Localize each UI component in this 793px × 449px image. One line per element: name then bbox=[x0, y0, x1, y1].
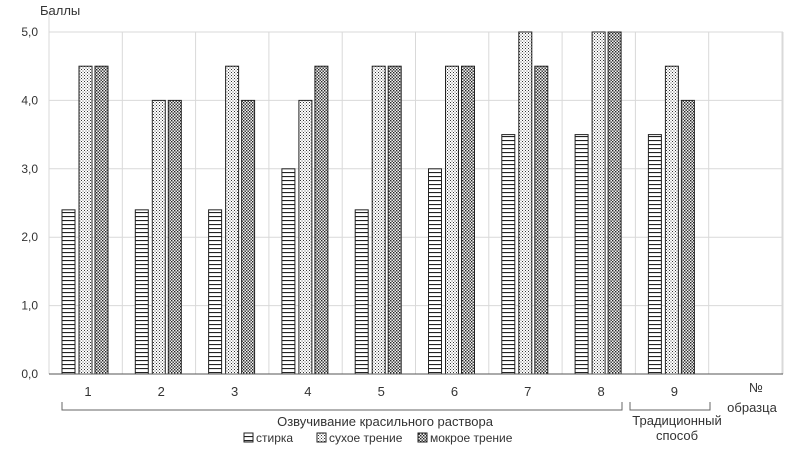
bar-3-1 bbox=[94, 65, 109, 375]
y-tick-label: 1,0 bbox=[21, 299, 38, 313]
bar-2-2 bbox=[151, 99, 166, 375]
bar-1-8 bbox=[574, 134, 589, 375]
legend-swatch bbox=[316, 432, 327, 443]
group-bracket bbox=[61, 402, 623, 411]
x-tick-label: 7 bbox=[524, 384, 531, 399]
category-groups: Озвучивание красильного раствора Традицио… bbox=[61, 402, 722, 443]
y-tick-label: 3,0 bbox=[21, 162, 38, 176]
x-tick-label: 1 bbox=[84, 384, 91, 399]
x-tick-label: 8 bbox=[597, 384, 604, 399]
x-tick-label: 2 bbox=[158, 384, 165, 399]
bar-1-6 bbox=[428, 168, 442, 375]
x-tick-label: 6 bbox=[451, 384, 458, 399]
bar-2-6 bbox=[445, 65, 459, 375]
x-tick-label: 5 bbox=[378, 384, 385, 399]
bar-1-5 bbox=[354, 209, 369, 375]
y-tick-label: 4,0 bbox=[21, 93, 38, 107]
x-tick-label: 9 bbox=[671, 384, 678, 399]
x-axis-label-line2: образца bbox=[727, 400, 777, 415]
bar-2-3 bbox=[225, 65, 240, 375]
bar-3-2 bbox=[167, 99, 182, 375]
group-label-line1: Традиционный bbox=[632, 413, 721, 428]
bar-1-2 bbox=[134, 209, 149, 375]
bar-3-6 bbox=[461, 65, 475, 375]
bar-3-8 bbox=[607, 31, 622, 375]
group-label-line2: способ bbox=[656, 428, 698, 443]
bar-2-5 bbox=[371, 65, 386, 375]
y-axis-label: Баллы bbox=[40, 3, 80, 18]
bar-2-7 bbox=[518, 31, 533, 375]
x-axis-label-line1: № bbox=[749, 380, 763, 395]
bar-3-5 bbox=[387, 65, 402, 375]
legend-swatch bbox=[243, 432, 254, 443]
bar-1-7 bbox=[501, 134, 516, 375]
legend-label: сухое трение bbox=[329, 431, 403, 445]
y-tick-label: 0,0 bbox=[21, 367, 38, 381]
bars bbox=[61, 31, 695, 375]
legend-swatch bbox=[417, 432, 428, 443]
bar-1-1 bbox=[61, 209, 76, 375]
bar-1-4 bbox=[281, 168, 296, 375]
y-tick-label: 5,0 bbox=[21, 25, 38, 39]
group-bracket bbox=[629, 402, 711, 411]
bar-2-9 bbox=[664, 65, 679, 375]
bar-1-3 bbox=[208, 209, 223, 375]
y-tick-label: 2,0 bbox=[21, 230, 38, 244]
legend-label: мокрое трение bbox=[430, 431, 513, 445]
bar-2-4 bbox=[298, 99, 313, 375]
legend-label: стирка bbox=[256, 431, 293, 445]
bar-3-3 bbox=[241, 99, 256, 375]
bar-2-1 bbox=[78, 65, 93, 375]
bar-3-9 bbox=[680, 99, 695, 375]
legend: стирка сухое трение мокрое трение bbox=[243, 431, 513, 445]
axes: 0,0 1,0 2,0 3,0 4,0 5,0 1 2 3 4 5 6 7 8 9 bbox=[21, 12, 783, 399]
bar-3-4 bbox=[314, 65, 329, 375]
bar-1-9 bbox=[647, 134, 662, 375]
group-label: Озвучивание красильного раствора bbox=[277, 414, 494, 429]
bar-2-8 bbox=[591, 31, 606, 375]
x-tick-label: 4 bbox=[304, 384, 311, 399]
x-tick-label: 3 bbox=[231, 384, 238, 399]
bar-3-7 bbox=[534, 65, 549, 375]
